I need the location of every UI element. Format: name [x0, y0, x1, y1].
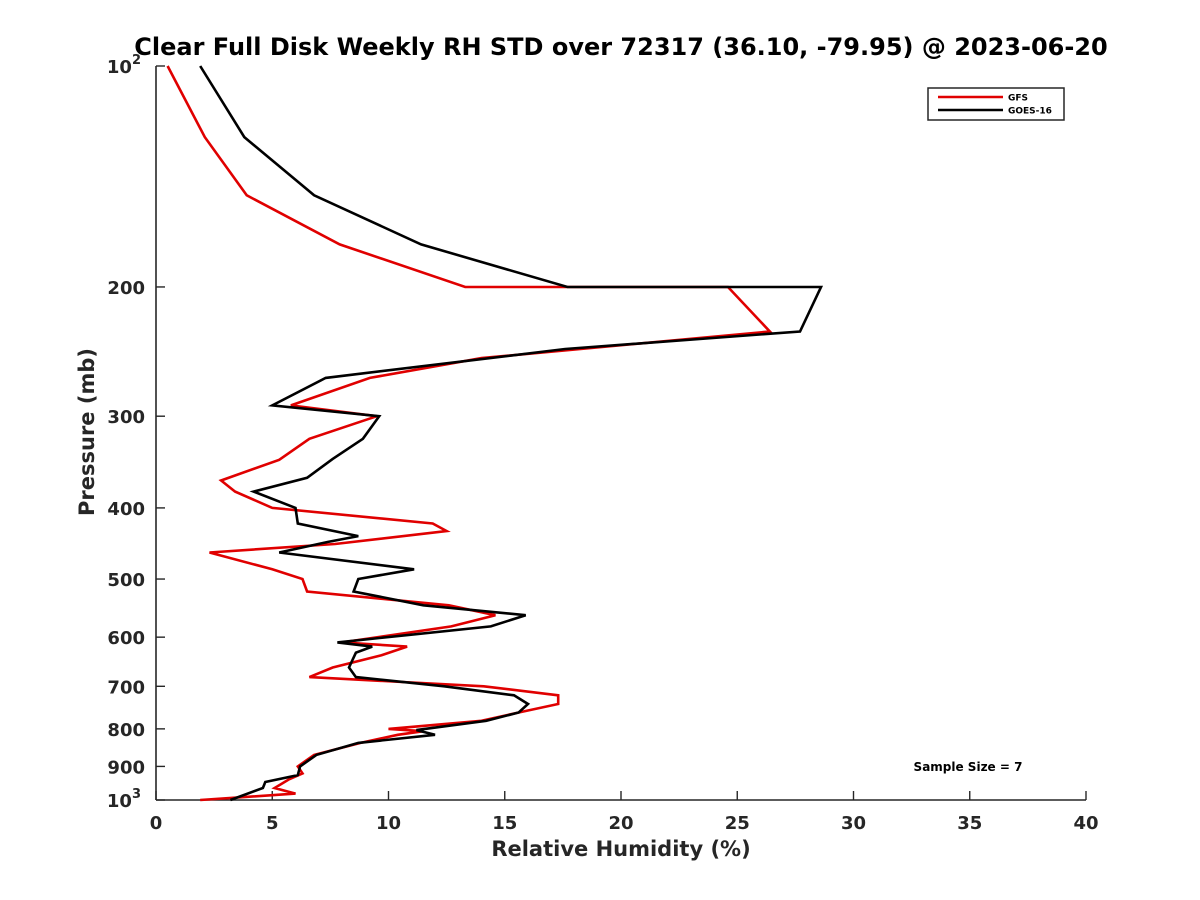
y-tick-label: 600 — [107, 628, 145, 649]
y-tick-label: 200 — [107, 278, 145, 299]
y-tick-label: 103 — [107, 787, 141, 812]
y-tick-label: 800 — [107, 720, 145, 741]
x-tick-label: 35 — [957, 813, 982, 834]
x-tick-label: 10 — [376, 813, 401, 834]
legend-label: GOES-16 — [1008, 107, 1052, 117]
y-tick-exponent: 3 — [132, 787, 141, 802]
x-tick-label: 5 — [266, 813, 279, 834]
sample-size-annotation: Sample Size = 7 — [914, 760, 1023, 774]
y-tick-label: 500 — [107, 570, 145, 591]
x-tick-label: 20 — [608, 813, 633, 834]
y-tick-label: 900 — [107, 757, 145, 778]
y-tick-label: 700 — [107, 677, 145, 698]
series-line-gfs — [166, 65, 773, 802]
x-tick-label: 25 — [725, 813, 750, 834]
plot-area: 0 5 10 15 20 25 30 35 40 102 200 300 400 500 600 700 800… — [107, 53, 1099, 834]
y-tick-label: 300 — [107, 407, 145, 428]
x-tick-label: 40 — [1073, 813, 1098, 834]
y-tick-label: 400 — [107, 499, 145, 520]
series-line-goes-16 — [199, 65, 824, 802]
x-axis-label: Relative Humidity (%) — [491, 837, 750, 861]
chart-title: Clear Full Disk Weekly RH STD over 72317… — [134, 33, 1107, 61]
y-axis-label: Pressure (mb) — [75, 348, 99, 516]
x-tick-label: 15 — [492, 813, 517, 834]
x-tick-label: 0 — [150, 813, 163, 834]
y-tick-exponent: 2 — [132, 53, 141, 68]
y-tick-label: 102 — [107, 53, 141, 78]
legend-label: GFS — [1008, 94, 1028, 104]
legend: GFS GOES-16 — [927, 87, 1065, 121]
x-tick-label: 30 — [841, 813, 866, 834]
legend-box — [927, 87, 1065, 121]
